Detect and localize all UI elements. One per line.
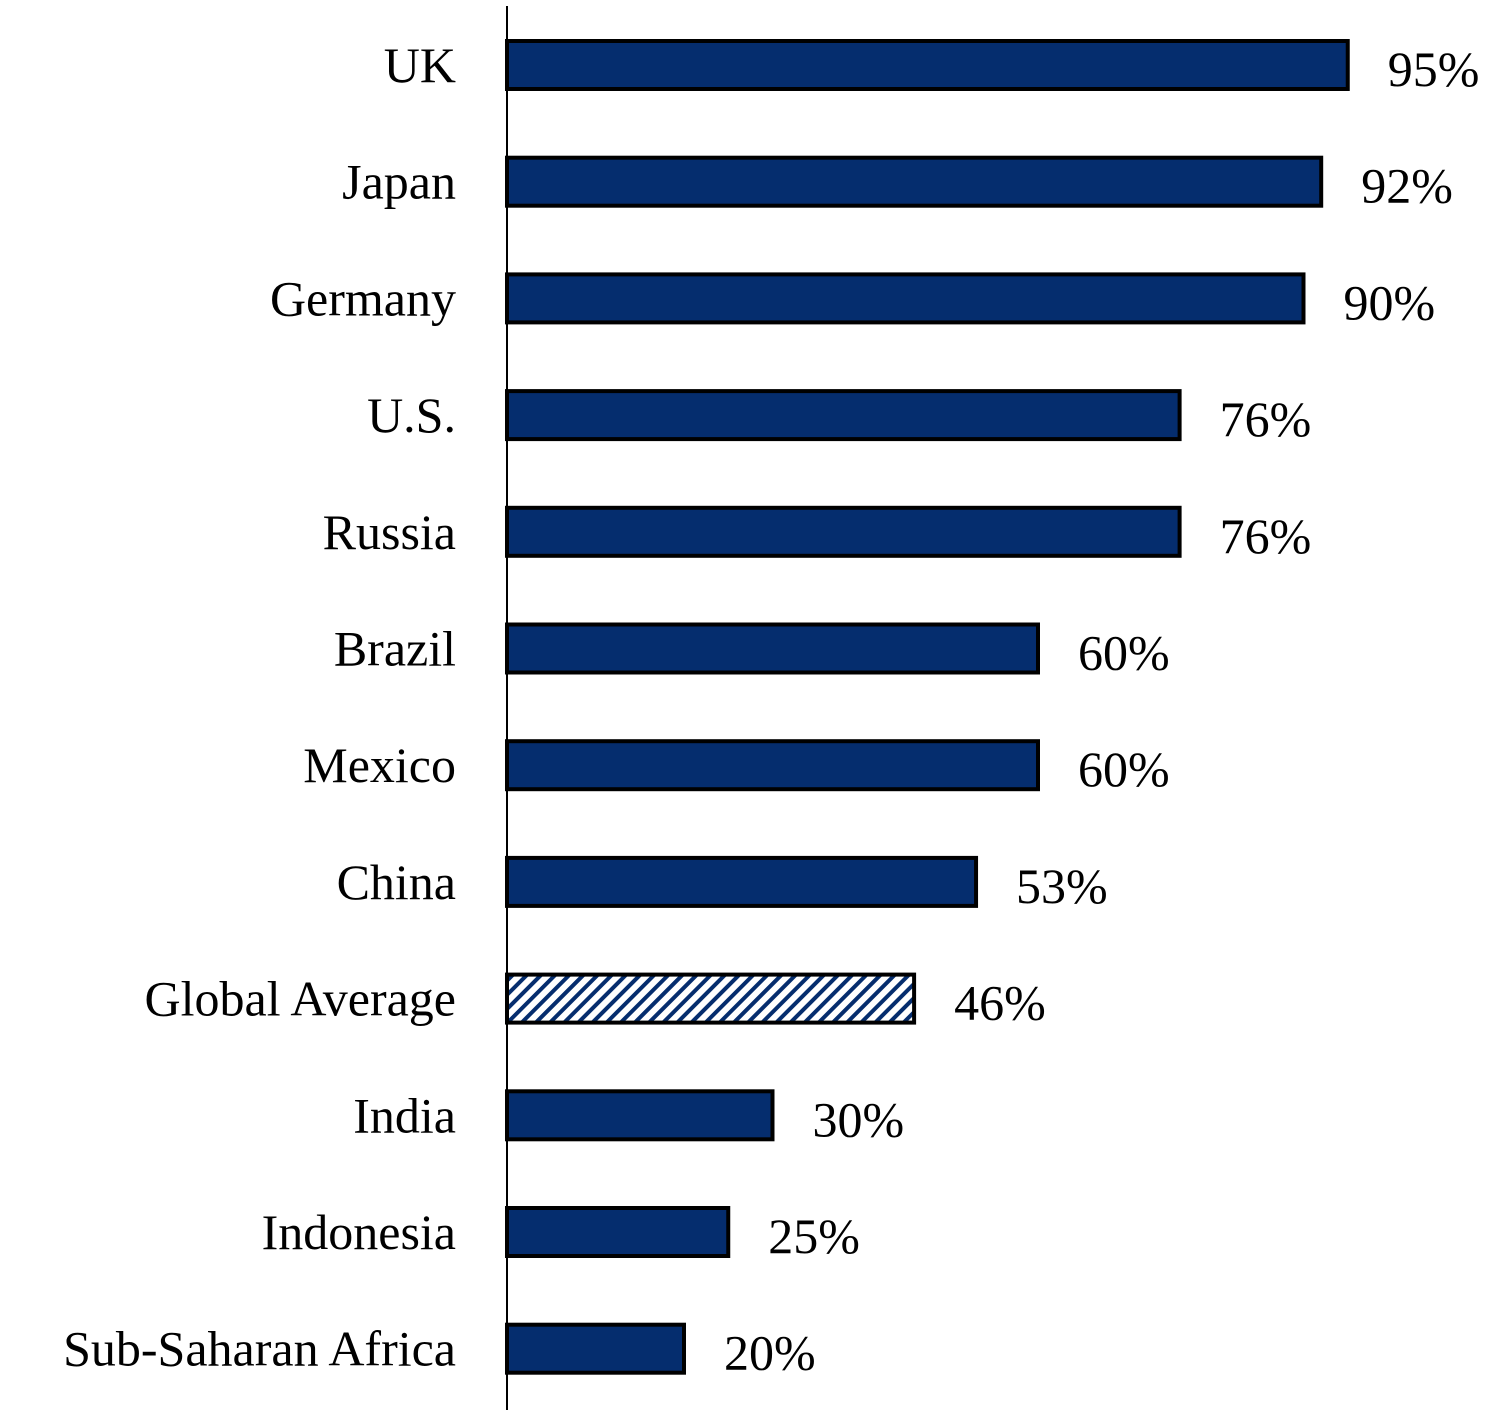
value-label-germany: 90% [1344, 274, 1436, 330]
bar-indonesia [505, 1206, 731, 1258]
value-label-uk: 95% [1388, 41, 1480, 97]
bar-uk [505, 39, 1350, 91]
bar-sub-saharan-africa [505, 1322, 686, 1375]
bar-brazil [505, 622, 1040, 675]
category-label-japan: Japan [342, 154, 456, 210]
value-label-russia: 76% [1220, 508, 1312, 564]
value-label-japan: 92% [1361, 158, 1453, 214]
value-label-brazil: 60% [1078, 625, 1170, 681]
category-label-germany: Germany [270, 270, 456, 326]
category-label-russia: Russia [323, 504, 456, 560]
value-label-china: 53% [1016, 858, 1108, 914]
category-label-indonesia: Indonesia [262, 1204, 456, 1260]
bar-china [505, 855, 979, 908]
bar-u-s [505, 389, 1182, 442]
bar-india [505, 1089, 775, 1142]
bar-russia [505, 505, 1182, 558]
value-labels-group: 95% 92% 90% 76% 76% 60% 60% 53% 46% 30% 25% 20% [724, 41, 1479, 1381]
bar-japan [505, 155, 1324, 208]
bar-germany [505, 272, 1306, 325]
category-label-sub-saharan-africa: Sub-Saharan Africa [63, 1321, 456, 1377]
category-label-u-s: U.S. [367, 387, 456, 443]
bar-global-average [505, 972, 917, 1025]
value-label-global-average: 46% [954, 975, 1046, 1031]
value-label-indonesia: 25% [768, 1208, 860, 1264]
category-label-india: India [353, 1087, 456, 1143]
bar-mexico [505, 739, 1040, 792]
bars-group [505, 39, 1350, 1375]
category-label-brazil: Brazil [334, 621, 456, 677]
category-label-global-average: Global Average [145, 971, 456, 1027]
value-label-mexico: 60% [1078, 741, 1170, 797]
value-label-u-s: 76% [1220, 391, 1312, 447]
value-label-sub-saharan-africa: 20% [724, 1325, 816, 1381]
value-label-india: 30% [813, 1091, 905, 1147]
category-label-mexico: Mexico [303, 737, 456, 793]
category-label-uk: UK [384, 37, 456, 93]
category-label-china: China [337, 854, 456, 910]
category-labels-group: UK Japan Germany U.S. Russia Brazil Mexico Chin… [63, 37, 456, 1377]
